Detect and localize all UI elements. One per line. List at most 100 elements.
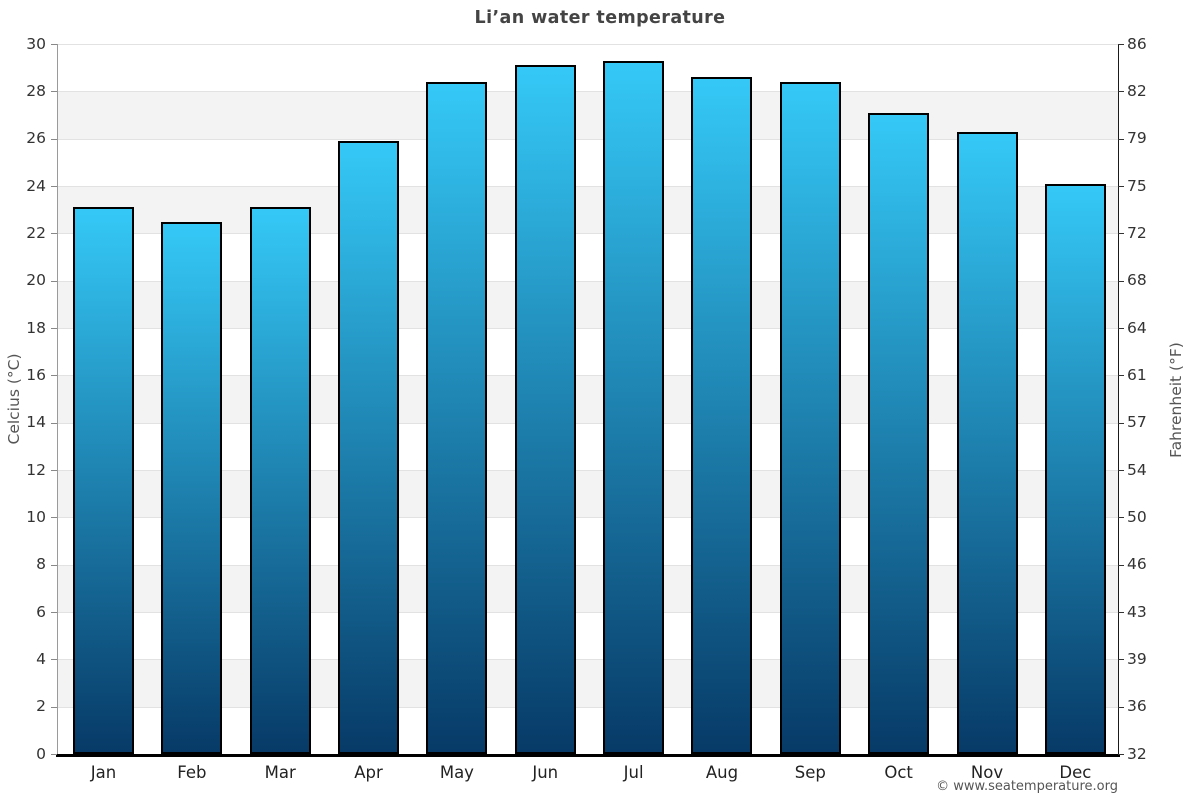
y-tick-mark-right [1118, 233, 1124, 235]
x-tick-label-nov: Nov [970, 763, 1004, 782]
plot-area [57, 44, 1118, 754]
y-tick-mark-left [51, 659, 57, 661]
background-band [57, 91, 1118, 139]
y-tick-label-celsius: 22 [26, 223, 46, 242]
x-axis-spine [56, 754, 1120, 757]
x-tick-label-aug: Aug [705, 763, 739, 782]
background-band [57, 706, 1118, 754]
y-tick-label-celsius: 4 [36, 649, 46, 668]
gridline [57, 659, 1118, 661]
y-tick-mark-left [51, 470, 57, 471]
y-tick-label-fahrenheit: 61 [1127, 365, 1147, 384]
bar-jan [73, 207, 134, 754]
gridline [57, 44, 1118, 45]
y-tick-mark-right [1118, 44, 1124, 45]
y-tick-label-celsius: 30 [26, 34, 46, 53]
y-tick-label-fahrenheit: 50 [1127, 507, 1147, 526]
x-tick-label-jul: Jul [623, 763, 644, 782]
bar-jul [603, 60, 665, 754]
y-tick-label-fahrenheit: 68 [1127, 271, 1147, 290]
y-tick-label-fahrenheit: 46 [1127, 555, 1147, 574]
y-tick-mark-right [1118, 91, 1124, 93]
y-tick-mark-left [51, 328, 57, 329]
bar-oct [868, 112, 930, 754]
y-tick-label-celsius: 26 [26, 129, 46, 148]
y-tick-label-celsius: 14 [26, 413, 46, 432]
background-band [57, 422, 1118, 470]
y-tick-label-fahrenheit: 75 [1127, 176, 1147, 195]
x-tick-label-jun: Jun [532, 763, 559, 782]
copyright-notice: © www.seatemperature.org [936, 779, 1118, 794]
y-tick-mark-left [51, 612, 57, 613]
x-tick-label-feb: Feb [177, 763, 207, 782]
x-tick-label-dec: Dec [1059, 763, 1092, 782]
y-tick-label-celsius: 0 [36, 744, 46, 763]
y-tick-label-fahrenheit: 43 [1127, 602, 1147, 621]
gridline [57, 470, 1118, 471]
background-band [57, 659, 1118, 707]
y-tick-label-fahrenheit: 57 [1127, 413, 1147, 432]
gridline [57, 422, 1118, 424]
bar-sep [779, 81, 841, 754]
y-tick-mark-right [1118, 517, 1124, 519]
y-tick-label-fahrenheit: 86 [1127, 34, 1147, 53]
background-band [57, 233, 1118, 281]
background-band [57, 517, 1118, 565]
y-tick-label-celsius: 28 [26, 81, 46, 100]
y-tick-label-fahrenheit: 64 [1127, 318, 1147, 337]
y-tick-mark-left [51, 44, 57, 45]
gridline [57, 375, 1118, 377]
y-tick-mark-right [1118, 138, 1124, 140]
y-tick-mark-left [51, 280, 57, 282]
y-tick-label-celsius: 10 [26, 507, 46, 526]
bar-dec [1044, 183, 1106, 754]
bar-feb [161, 221, 223, 754]
y-tick-label-celsius: 20 [26, 271, 46, 290]
y-tick-mark-left [51, 564, 57, 566]
gridline [57, 233, 1118, 235]
y-tick-mark-right [1118, 280, 1124, 282]
gridline [57, 612, 1118, 613]
x-tick-label-apr: Apr [354, 763, 383, 782]
y-tick-label-fahrenheit: 79 [1127, 129, 1147, 148]
background-band [57, 186, 1118, 234]
y-tick-mark-left [51, 422, 57, 424]
y-tick-mark-right [1118, 564, 1124, 566]
y-tick-label-fahrenheit: 39 [1127, 649, 1147, 668]
y-tick-label-fahrenheit: 72 [1127, 223, 1147, 242]
y-tick-label-celsius: 24 [26, 176, 46, 195]
gridline [57, 706, 1118, 708]
chart-title: Li’an water temperature [474, 8, 726, 28]
bar-may [426, 81, 488, 754]
bar-mar [249, 207, 311, 754]
background-band [57, 375, 1118, 423]
y-tick-mark-right [1118, 328, 1124, 329]
x-tick-label-oct: Oct [884, 763, 913, 782]
y-tick-mark-right [1118, 612, 1124, 613]
y-tick-mark-right [1118, 754, 1124, 755]
background-band [57, 470, 1118, 518]
bar-aug [691, 77, 753, 754]
y-tick-mark-left [51, 138, 57, 140]
gridline [57, 328, 1118, 329]
y-tick-label-celsius: 12 [26, 460, 46, 479]
y-tick-mark-right [1118, 422, 1124, 424]
background-band [57, 328, 1118, 376]
y-tick-label-fahrenheit: 32 [1127, 744, 1147, 763]
x-tick-label-jan: Jan [90, 763, 117, 782]
background-band [57, 612, 1118, 660]
y-tick-mark-right [1118, 659, 1124, 661]
bar-nov [956, 131, 1018, 754]
y-tick-mark-left [51, 375, 57, 377]
y-tick-label-celsius: 6 [36, 602, 46, 621]
background-band [57, 44, 1118, 92]
bar-jun [514, 65, 576, 754]
y-tick-mark-left [51, 706, 57, 708]
y-tick-label-celsius: 18 [26, 318, 46, 337]
gridline [57, 186, 1118, 187]
gridline [57, 138, 1118, 140]
y-tick-mark-left [51, 233, 57, 235]
y-tick-mark-left [51, 186, 57, 187]
gridline [57, 517, 1118, 519]
